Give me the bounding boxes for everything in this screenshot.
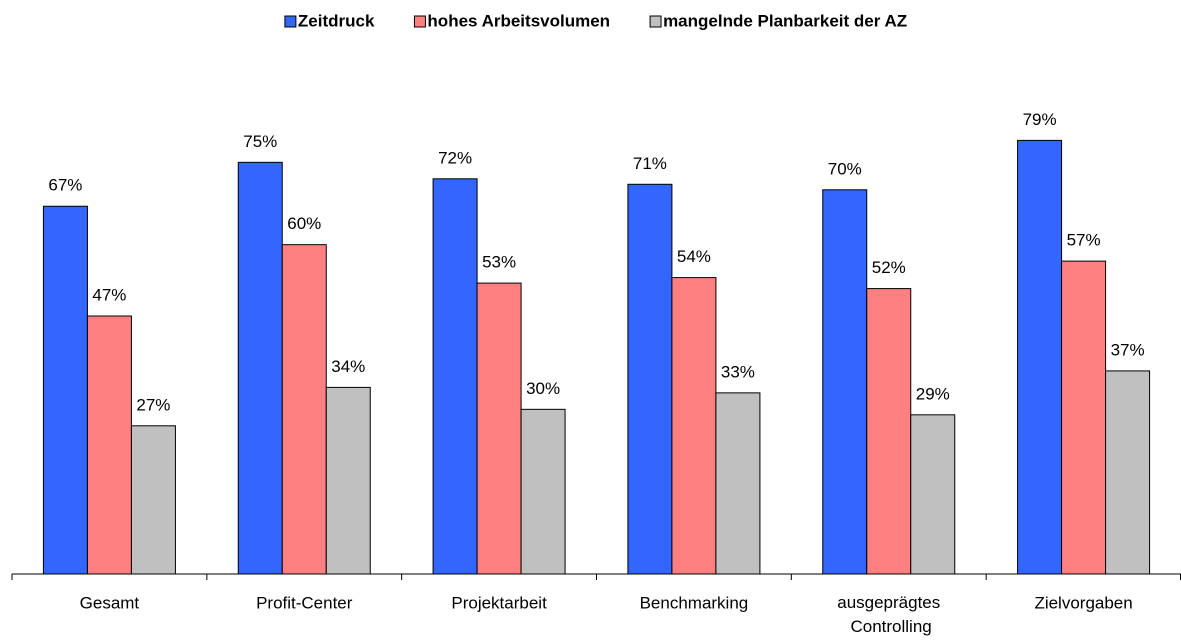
x-tick-label: Gesamt [80,593,140,612]
x-tick-label: Zielvorgaben [1034,593,1132,612]
bar [1017,139,1063,575]
data-label: 27% [136,395,170,414]
x-tick-label: Projektarbeit [451,593,547,612]
bar [237,161,283,575]
x-tick-label-line: ausgeprägtes [837,593,940,612]
legend-label: Zeitdruck [298,11,375,30]
bar [866,288,912,575]
bar [476,282,522,575]
x-tick-label-line: Controlling [846,617,932,636]
data-label: 52% [872,258,906,277]
bar [1061,260,1107,575]
bar [1105,370,1151,575]
data-label: 75% [243,132,277,151]
bar [822,189,868,575]
data-label: 67% [48,176,82,195]
data-label: 71% [633,154,667,173]
bar [432,178,478,575]
data-label: 33% [721,362,755,381]
bar [627,183,673,575]
bar [715,392,761,575]
data-label: 57% [1067,231,1101,250]
legend-swatch [649,15,662,28]
bar [86,315,132,575]
bar [910,414,956,575]
x-tick-label: Profit-Center [256,593,353,612]
data-label: 79% [1023,110,1057,129]
bar [42,205,88,575]
bar [281,244,327,575]
data-label: 30% [526,379,560,398]
data-label: 54% [677,247,711,266]
data-label: 47% [92,286,126,305]
data-label: 60% [287,214,321,233]
data-label: 70% [828,159,862,178]
x-tick-label: ausgeprägtes Controlling [837,593,940,636]
legend-swatch [284,15,297,28]
bar [325,386,371,575]
data-label: 29% [916,384,950,403]
bar [130,425,176,575]
data-label: 72% [438,148,472,167]
data-label: 53% [482,253,516,272]
data-label: 37% [1111,340,1145,359]
bar [520,408,566,575]
x-tick-label: Benchmarking [640,593,749,612]
bar [671,277,717,575]
legend-label: hohes Arbeitsvolumen [427,11,610,30]
data-label: 34% [331,357,365,376]
legend-swatch [413,15,426,28]
legend-label: mangelnde Planbarkeit der AZ [663,11,907,30]
